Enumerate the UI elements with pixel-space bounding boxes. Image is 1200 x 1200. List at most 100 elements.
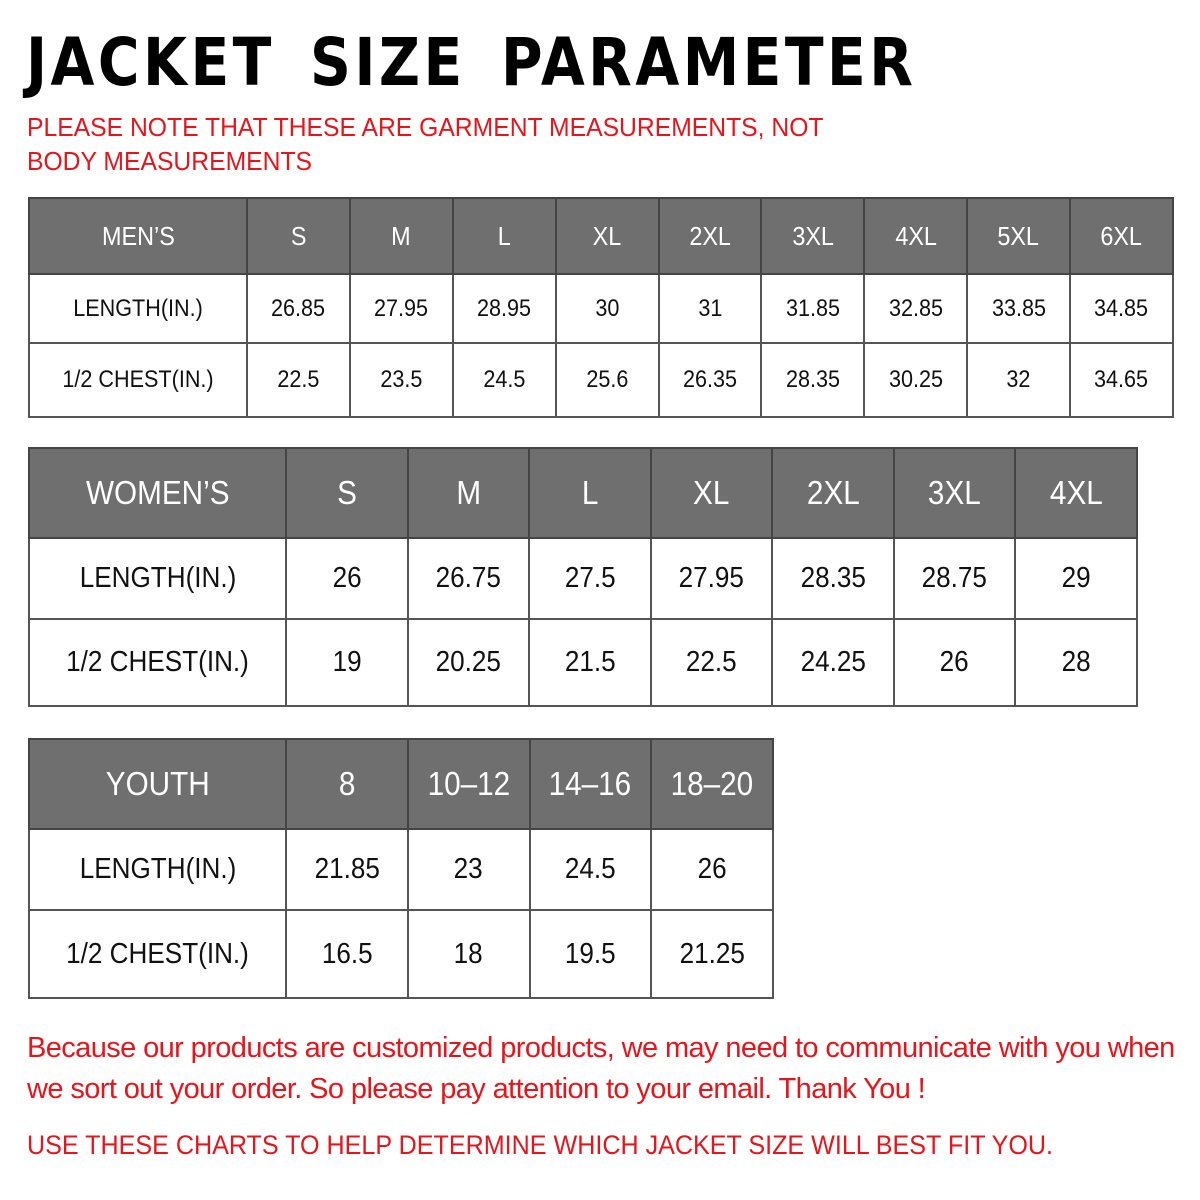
cell-text: 25.6: [586, 366, 629, 393]
cell-text: LENGTH(IN.): [79, 853, 236, 885]
customization-notice: Because our products are customized prod…: [27, 1032, 1175, 1105]
size-header-cell: 6XL: [1069, 197, 1174, 275]
size-header-cell: M: [406, 447, 531, 539]
table-row: 1/2 CHEST(IN.) 22.5 23.5 24.5 25.6 26.35 28.35…: [28, 342, 1174, 418]
table-header-row: MEN’S S M L XL 2XL 3XL 4XL 5XL 6XL: [28, 197, 1174, 275]
cell-text: 23: [454, 853, 484, 885]
cell-text: 24.5: [483, 366, 526, 393]
cell-text: 1/2 CHEST(IN.): [66, 937, 249, 970]
table-row: LENGTH(IN.) 26 26.75 27.5 27.95 28.35 28.75 29: [28, 537, 1138, 620]
cell-text: 31: [697, 294, 722, 322]
measurement-value-cell: 23: [406, 828, 531, 911]
cell-text: 34.85: [1094, 294, 1149, 322]
size-header-cell: 4XL: [863, 197, 969, 275]
size-header-cell: 2XL: [771, 447, 895, 539]
measurement-value-cell: 19.5: [528, 909, 653, 999]
size-header-cell: L: [528, 447, 652, 539]
table-row: LENGTH(IN.) 26.85 27.95 28.95 30 31 31.85 32.85…: [28, 273, 1174, 344]
cell-text: 26: [697, 853, 727, 885]
measurement-label-cell: 1/2 CHEST(IN.): [28, 618, 287, 707]
cell-text: 23.5: [380, 366, 423, 393]
cell-text: 16.5: [321, 937, 373, 970]
cell-text: 24.25: [800, 646, 866, 678]
garment-measurement-note: PLEASE NOTE THAT THESE ARE GARMENT MEASU…: [27, 112, 824, 176]
cell-text: 20.25: [435, 646, 501, 678]
cell-text: 3XL: [791, 220, 834, 251]
cell-text: 1/2 CHEST(IN.): [66, 646, 249, 678]
cell-text: L: [581, 474, 599, 511]
size-header-cell: S: [285, 447, 409, 539]
measurement-label-cell: LENGTH(IN.): [28, 828, 287, 911]
cell-text: 5XL: [997, 220, 1040, 251]
size-header-cell: 2XL: [657, 197, 763, 275]
measurement-value-cell: 34.85: [1069, 273, 1174, 344]
cell-text: 22.5: [686, 646, 737, 678]
measurement-value-cell: 18: [406, 909, 531, 999]
measurement-label-cell: 1/2 CHEST(IN.): [28, 342, 248, 418]
measurement-value-cell: 30.25: [863, 342, 969, 418]
cell-text: 33.85: [991, 294, 1046, 322]
cell-text: 4XL: [894, 220, 937, 251]
measurement-value-cell: 27.95: [649, 537, 774, 620]
size-header-cell: 10–12: [406, 738, 531, 830]
size-header-cell: M: [348, 197, 454, 275]
cell-text: 14–16: [549, 765, 632, 802]
measurement-value-cell: 32.85: [863, 273, 969, 344]
measurement-value-cell: 21.5: [528, 618, 652, 707]
size-header-cell: 3XL: [892, 447, 1017, 539]
cell-text: 28.75: [921, 562, 988, 594]
size-chart-tip: USE THESE CHARTS TO HELP DETERMINE WHICH…: [27, 1130, 1054, 1160]
cell-text: M: [391, 220, 412, 251]
size-header-cell: L: [451, 197, 557, 275]
cell-text: 28.35: [785, 366, 840, 393]
table-row: LENGTH(IN.) 21.85 23 24.5 26: [28, 828, 774, 911]
measurement-value-cell: 34.65: [1069, 342, 1174, 418]
cell-text: 26.85: [271, 294, 326, 322]
cell-text: 31.85: [785, 294, 840, 322]
measurement-value-cell: 32: [966, 342, 1071, 418]
size-header-cell: 4XL: [1014, 447, 1138, 539]
cell-text: XL: [592, 220, 622, 251]
cell-text: 26.75: [435, 562, 501, 594]
measurement-value-cell: 28.35: [771, 537, 895, 620]
measurement-value-cell: 28.75: [892, 537, 1017, 620]
cell-text: 4XL: [1049, 474, 1103, 511]
measurement-value-cell: 28: [1014, 618, 1138, 707]
measurement-value-cell: 26.75: [406, 537, 531, 620]
cell-text: XL: [693, 474, 730, 511]
cell-text: L: [497, 220, 511, 251]
cell-text: 18: [454, 937, 484, 970]
cell-text: LENGTH(IN.): [79, 562, 236, 594]
size-header-cell: S: [246, 197, 351, 275]
size-header-cell: XL: [649, 447, 774, 539]
cell-text: 2XL: [689, 220, 731, 251]
cell-text: 29: [1061, 562, 1091, 594]
cell-text: 3XL: [928, 474, 982, 511]
measurement-value-cell: 24.5: [451, 342, 557, 418]
size-header-cell: 14–16: [528, 738, 653, 830]
cell-text: 28: [1061, 646, 1091, 678]
cell-text: 19: [332, 646, 362, 678]
cell-text: 30.25: [888, 366, 943, 393]
measurement-value-cell: 28.95: [451, 273, 557, 344]
cell-text: 21.25: [679, 937, 745, 970]
size-header-cell: 3XL: [760, 197, 866, 275]
cell-text: 32: [1006, 366, 1031, 393]
cell-text: YOUTH: [105, 765, 210, 802]
cell-text: 21.5: [564, 646, 616, 678]
measurement-value-cell: 26.85: [246, 273, 351, 344]
cell-text: 26: [332, 562, 362, 594]
cell-text: M: [455, 474, 481, 511]
cell-text: 32.85: [888, 294, 943, 322]
cell-text: 34.65: [1094, 366, 1149, 393]
measurement-value-cell: 19: [285, 618, 409, 707]
measurement-value-cell: 33.85: [966, 273, 1071, 344]
measurement-value-cell: 31.85: [760, 273, 866, 344]
youth-size-table: YOUTH 8 10–12 14–16 18–20 LENGTH(IN.) 21.85 23 2…: [28, 738, 774, 999]
measurement-value-cell: 28.35: [760, 342, 866, 418]
measurement-label-cell: LENGTH(IN.): [28, 273, 248, 344]
page-title: JACKET SIZE PARAMETER: [26, 24, 917, 101]
measurement-value-cell: 31: [657, 273, 763, 344]
cell-text: LENGTH(IN.): [73, 294, 203, 322]
cell-text: 6XL: [1100, 220, 1143, 251]
